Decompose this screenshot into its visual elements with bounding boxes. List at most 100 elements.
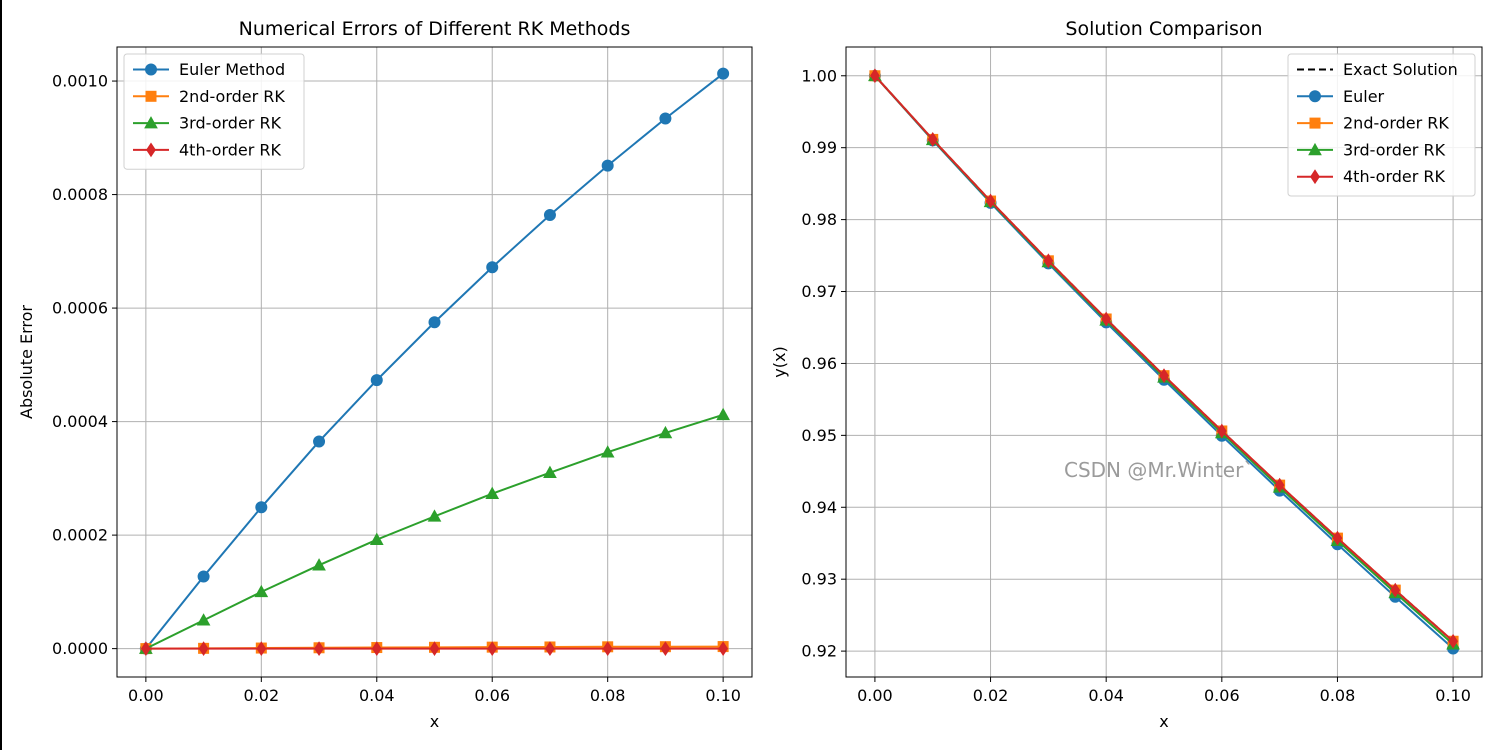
legend-marker [146, 142, 156, 158]
axes-frame [845, 46, 1483, 678]
data-point [602, 641, 613, 657]
y-tick-label: 0.0006 [52, 299, 108, 318]
x-tick-label: 0.02 [973, 686, 1009, 705]
data-point [545, 641, 555, 657]
data-point [313, 435, 326, 448]
data-point [1216, 423, 1227, 439]
y-tick-label: 0.98 [801, 210, 837, 229]
legend-label: 3rd-order RK [179, 114, 282, 133]
legend-label: 3rd-order RK [1343, 140, 1446, 159]
y-tick-label: 0.0002 [52, 526, 108, 545]
data-point [543, 465, 557, 478]
y-tick-label: 0.96 [801, 354, 837, 373]
legend-marker [1309, 117, 1321, 129]
data-point [1390, 582, 1401, 598]
data-point [716, 407, 730, 421]
legend-label: 2nd-order RK [179, 87, 285, 106]
data-point [254, 584, 269, 598]
data-point [1101, 311, 1112, 327]
data-point [312, 558, 326, 571]
data-point [717, 67, 730, 80]
data-point [370, 374, 383, 387]
y-tick-label: 0.95 [801, 426, 837, 445]
data-point [196, 613, 211, 626]
legend: Exact Solution Euler 2nd-order RK 3rd-order… [1287, 53, 1476, 197]
y-tick-label: 0.0010 [52, 72, 108, 91]
y-tick-label: 1.00 [801, 66, 837, 85]
x-tick-label: 0.06 [474, 686, 510, 705]
data-point [256, 641, 267, 657]
data-point [1448, 633, 1458, 649]
data-point [197, 570, 210, 583]
legend: Euler Method 2nd-order RK 3rd-order RK 4th-… [123, 53, 305, 170]
plot-area [139, 67, 730, 657]
legend-label: 2nd-order RK [1343, 114, 1449, 133]
data-point [985, 193, 996, 209]
y-tick-label: 0.93 [801, 570, 837, 589]
legend-marker [145, 63, 157, 76]
chart-title: Solution Comparison [1065, 18, 1262, 40]
data-point [429, 641, 440, 657]
data-point [140, 641, 151, 657]
y-tick-label: 0.0008 [52, 185, 108, 204]
x-axis-label: x [1159, 712, 1168, 731]
data-point [1159, 368, 1169, 384]
data-point [371, 641, 382, 657]
series-line-3rd-order-rk [145, 413, 724, 650]
x-tick-label: 0.06 [1204, 686, 1240, 705]
solution-chart: 0.00 0.02 0.04 0.06 0.08 0.10 0.92 0.93 0.94 0.95… [770, 18, 1483, 731]
x-tick-label: 0.02 [244, 686, 280, 705]
data-point [198, 641, 209, 657]
legend-marker [1308, 142, 1322, 156]
legend-box [1287, 53, 1476, 197]
x-tick-label: 0.04 [1088, 686, 1124, 705]
y-tick-label: 0.99 [801, 138, 837, 157]
legend-marker [145, 90, 157, 102]
legend-label: 4th-order RK [179, 140, 282, 159]
x-tick-label: 0.00 [857, 686, 893, 705]
legend-marker [1309, 90, 1321, 103]
x-tick-label: 0.08 [1320, 686, 1356, 705]
legend-box [123, 53, 305, 170]
x-tick-label: 0.04 [359, 686, 395, 705]
data-point [487, 641, 498, 657]
data-point [427, 509, 442, 522]
data-point [255, 501, 268, 514]
legend-marker [144, 116, 158, 129]
y-axis-label: Absolute Error [17, 305, 36, 419]
y-tick-label: 0.97 [801, 282, 837, 301]
data-point [1332, 530, 1343, 546]
legend-label: Euler [1343, 87, 1385, 106]
x-tick-label: 0.10 [705, 686, 741, 705]
data-point [927, 132, 938, 147]
x-tick-label: 0.00 [128, 686, 164, 705]
window-left-edge [0, 0, 2, 750]
data-point [658, 425, 673, 439]
grid-lines [117, 47, 752, 677]
y-tick-label: 0.94 [801, 498, 837, 517]
x-axis-label: x [430, 712, 439, 731]
x-tick-label: 0.08 [590, 686, 626, 705]
legend-label: Exact Solution [1343, 60, 1458, 79]
data-point [486, 261, 499, 274]
data-point [870, 68, 880, 84]
y-tick-label: 0.0000 [52, 639, 108, 658]
data-point [601, 159, 614, 172]
chart-title: Numerical Errors of Different RK Methods [239, 18, 631, 40]
data-point [485, 486, 500, 499]
data-point [369, 532, 384, 545]
data-point [314, 641, 324, 657]
legend-marker [1310, 169, 1320, 185]
data-point [659, 112, 672, 125]
data-point [543, 209, 556, 221]
y-axis-label: y(x) [770, 346, 789, 377]
data-point [428, 316, 441, 329]
data-point [718, 641, 729, 657]
errors-chart: 0.00 0.02 0.04 0.06 0.08 0.10 0.0000 0.0002 0.00… [17, 18, 753, 731]
data-point [1274, 477, 1285, 493]
legend-label: Euler Method [179, 60, 285, 79]
y-tick-label: 0.92 [801, 642, 837, 661]
plot-area [868, 68, 1460, 655]
data-point [600, 445, 615, 458]
